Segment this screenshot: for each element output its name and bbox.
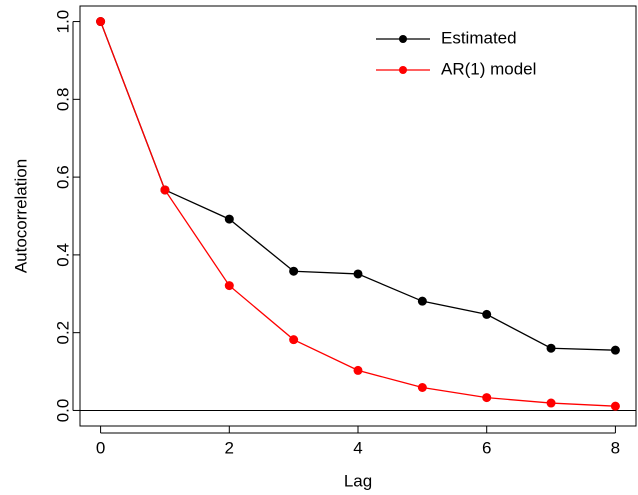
legend-marker [399,35,407,43]
y-axis-label: Autocorrelation [11,159,30,273]
point [482,309,492,319]
point [353,365,363,375]
x-axis-label: Lag [344,471,372,490]
y-tick-label: 0.2 [53,321,72,345]
point [417,296,427,306]
y-tick-label: 0.8 [53,88,72,112]
point [160,185,170,195]
x-tick-label: 4 [353,438,362,457]
point [96,17,106,27]
point [482,393,492,403]
point [546,398,556,408]
point [224,281,234,291]
point [224,214,234,224]
series-line [99,21,616,351]
x-tick-label: 8 [611,438,620,457]
series-line [99,21,616,407]
x-tick-label: 0 [96,438,105,457]
point [353,269,363,279]
point [289,335,299,345]
plot-box [79,5,637,427]
y-tick-label: 0.0 [53,399,72,423]
y-tick-label: 1.0 [53,10,72,34]
point [610,401,620,411]
legend-label: Estimated [441,28,517,47]
point [417,383,427,392]
y-tick-label: 0.4 [53,243,72,267]
legend-marker [399,66,407,74]
y-tick-label: 0.6 [53,165,72,189]
point [546,343,556,353]
point [610,345,620,355]
point [289,266,299,276]
legend-label: AR(1) model [441,59,536,78]
x-tick-label: 6 [482,438,491,457]
x-tick-label: 2 [225,438,234,457]
